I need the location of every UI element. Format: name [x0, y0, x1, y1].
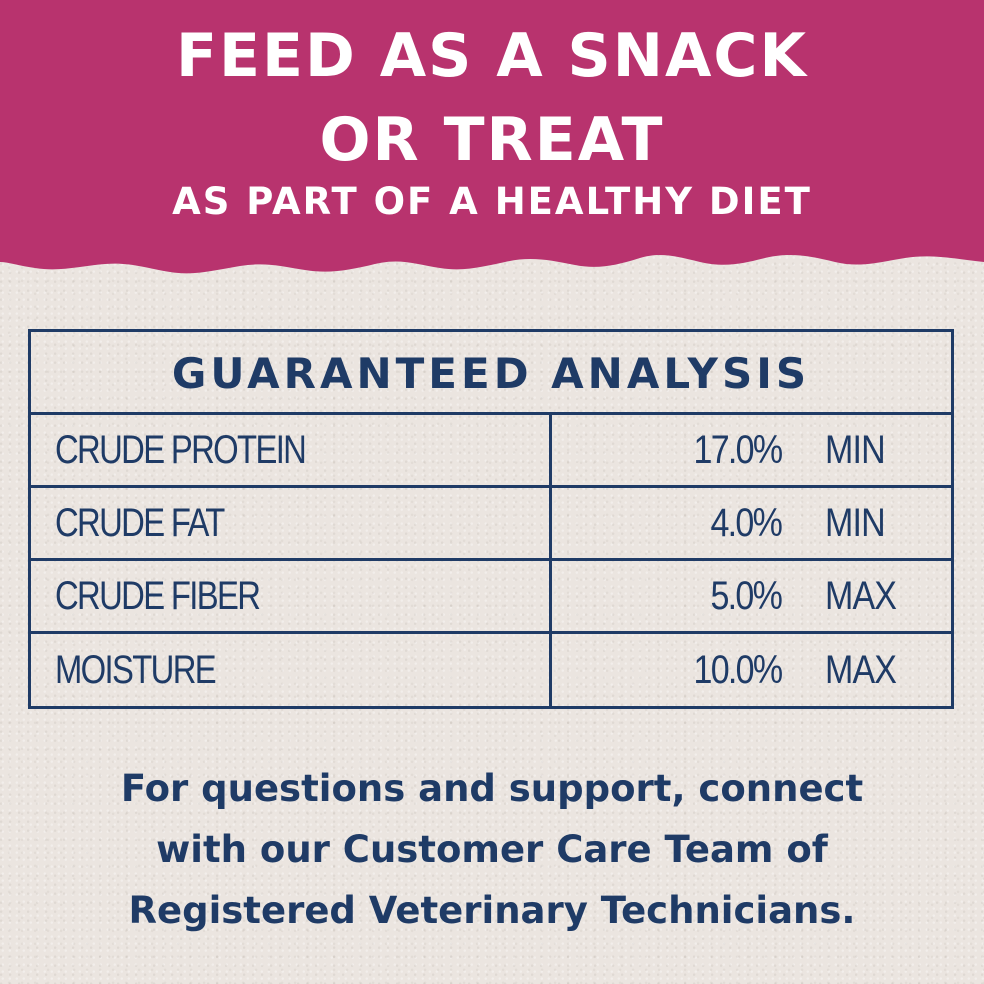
nutrient-name: MOISTURE [55, 648, 217, 692]
guaranteed-analysis-title: GUARANTEED ANALYSIS [31, 332, 951, 415]
nutrient-value: 5.0% [710, 573, 782, 618]
table-row: CRUDE FAT 4.0% MIN [31, 488, 951, 561]
support-line-1: For questions and support, connect [120, 767, 864, 810]
banner-shape [0, 0, 984, 274]
nutrient-qualifier: MAX [825, 573, 897, 618]
headline-line-1: FEED AS A SNACK [176, 21, 808, 91]
guaranteed-analysis-table: GUARANTEED ANALYSIS CRUDE PROTEIN 17.0% … [28, 329, 954, 709]
nutrient-qualifier: MAX [825, 648, 897, 692]
support-message: For questions and support, connect with … [60, 758, 924, 941]
nutrient-name: CRUDE FIBER [55, 573, 261, 618]
nutrient-name: CRUDE PROTEIN [55, 427, 307, 472]
table-row: CRUDE FIBER 5.0% MAX [31, 561, 951, 634]
nutrient-value: 17.0% [693, 427, 783, 472]
nutrient-value: 4.0% [710, 500, 782, 545]
headline-line-3: AS PART OF A HEALTHY DIET [172, 180, 812, 223]
nutrient-qualifier: MIN [825, 500, 886, 545]
nutrient-value: 10.0% [693, 648, 783, 692]
nutrient-name: CRUDE FAT [55, 500, 225, 545]
table-row: MOISTURE 10.0% MAX [31, 634, 951, 707]
support-line-3: Registered Veterinary Technicians. [128, 889, 856, 932]
top-banner: FEED AS A SNACK OR TREAT AS PART OF A HE… [0, 0, 984, 290]
nutrient-qualifier: MIN [825, 427, 886, 472]
table-row: CRUDE PROTEIN 17.0% MIN [31, 415, 951, 488]
headline-line-2: OR TREAT [319, 105, 665, 175]
support-line-2: with our Customer Care Team of [156, 828, 828, 871]
